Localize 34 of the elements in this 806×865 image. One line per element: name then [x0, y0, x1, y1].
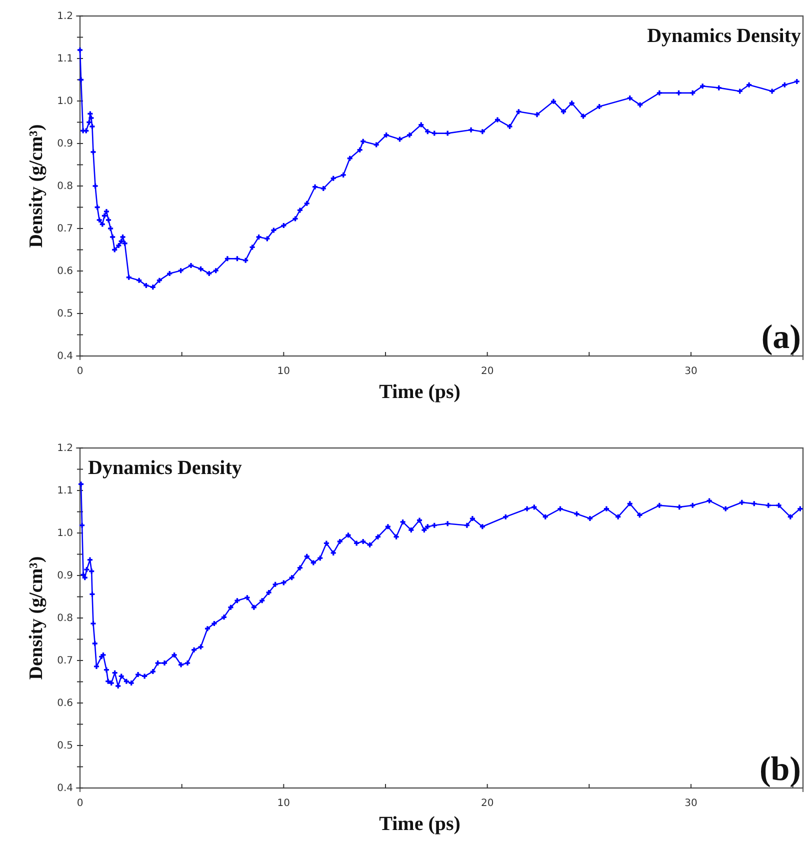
x-tick-label: 10: [277, 366, 290, 377]
y-tick-label: 0.6: [57, 266, 73, 278]
y-tick-label: 0.7: [57, 656, 73, 667]
y-tick-label: 0.4: [57, 783, 73, 794]
x-tick-label: 0: [76, 366, 84, 377]
y-tick-label: 1.2: [57, 11, 73, 22]
x-axis-title: Time (ps): [379, 381, 460, 403]
x-tick-label: 20: [480, 366, 494, 377]
y-tick-label: 0.5: [57, 740, 73, 752]
annotation: (a): [761, 319, 801, 356]
x-tick-label: 0: [76, 798, 84, 809]
y-tick-label: 1.1: [57, 486, 73, 497]
y-axis-title: Density (g/cm³): [26, 124, 47, 248]
y-tick-label: 0.6: [57, 698, 73, 710]
x-tick-label: 20: [480, 798, 494, 809]
y-tick-label: 1.0: [57, 96, 73, 108]
y-tick-label: 0.8: [57, 613, 73, 624]
y-tick-label: 0.8: [57, 181, 73, 192]
chart-title: Dynamics Density: [647, 25, 801, 47]
y-tick-label: 0.5: [57, 308, 73, 320]
y-axis-title: Density (g/cm³): [26, 556, 47, 680]
y-tick-label: 1.0: [57, 528, 73, 540]
y-tick-label: 1.2: [57, 443, 73, 454]
y-tick-label: 0.9: [57, 138, 73, 150]
x-tick-label: 30: [684, 366, 698, 377]
annotation: (b): [759, 751, 801, 788]
y-tick-label: 1.1: [57, 54, 73, 65]
y-tick-label: 0.4: [57, 351, 73, 362]
x-axis-title: Time (ps): [379, 813, 460, 835]
x-tick-label: 30: [684, 798, 698, 809]
x-tick-label: 10: [277, 798, 290, 809]
y-tick-label: 0.7: [57, 224, 73, 235]
y-tick-label: 0.9: [57, 570, 73, 582]
chart-title: Dynamics Density: [88, 457, 242, 479]
